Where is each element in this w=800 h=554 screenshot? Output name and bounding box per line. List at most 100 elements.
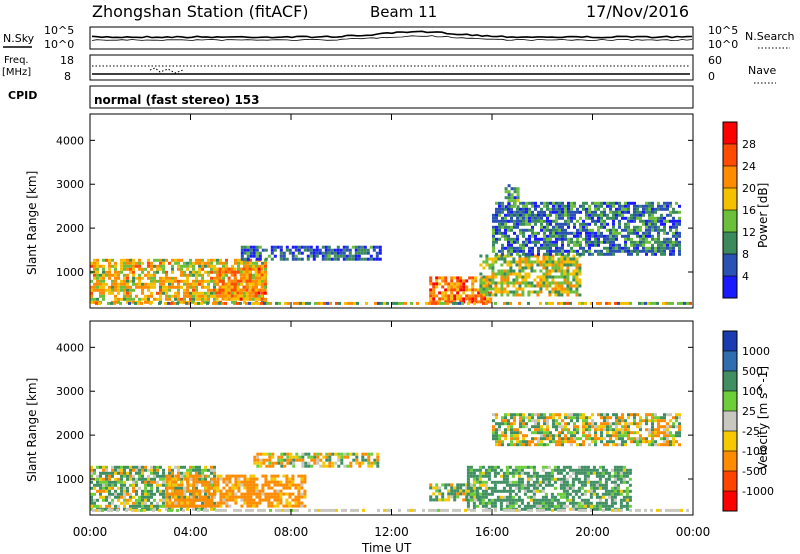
velocity-cell [376, 461, 380, 465]
power-cell [504, 216, 507, 220]
power-cell [503, 275, 507, 279]
velocity-cell [150, 504, 153, 508]
velocity-cell [606, 416, 609, 420]
power-cell [573, 213, 576, 217]
power-cell [147, 258, 150, 262]
power-cell [561, 231, 564, 235]
power-cell [231, 291, 234, 295]
freq-tick-top: 18 [60, 54, 74, 67]
power-cell [180, 270, 183, 274]
power-cell [564, 219, 567, 223]
velocity-cell [114, 483, 117, 487]
power-cell [564, 249, 567, 253]
power-ground-cell [608, 301, 611, 305]
power-cell [111, 288, 114, 292]
power-cell [510, 237, 513, 241]
power-cell [594, 213, 597, 217]
power-cell [252, 267, 255, 271]
velocity-cell [538, 480, 542, 484]
velocity-cell [495, 440, 498, 444]
velocity-cell [675, 413, 678, 417]
velocity-cell [459, 486, 463, 490]
velocity-ground-cell [377, 508, 380, 512]
power-cell [612, 222, 615, 226]
velocity-cell [540, 428, 543, 432]
power-cell [569, 290, 573, 294]
velocity-cell [280, 461, 284, 465]
velocity-cell [565, 504, 569, 508]
power-cell [177, 294, 180, 298]
velocity-cell [111, 465, 114, 469]
velocity-ground-cell [269, 508, 272, 512]
velocity-cell [469, 486, 473, 490]
power-cell [479, 290, 483, 294]
power-cell [509, 266, 513, 270]
power-cell [633, 225, 636, 229]
power-cell [183, 273, 186, 277]
power-cell [213, 291, 216, 295]
power-cell [123, 276, 126, 280]
power-cell [603, 234, 606, 238]
power-cell [654, 210, 657, 214]
power-cell [540, 222, 543, 226]
velocity-cell [648, 419, 651, 423]
power-ground-cell [215, 301, 218, 305]
power-cell [636, 225, 639, 229]
velocity-cell [468, 489, 472, 493]
power-cell [654, 240, 657, 244]
velocity-cell [511, 504, 515, 508]
power-cell [156, 297, 159, 301]
velocity-cell [598, 498, 602, 502]
velocity-cell [493, 489, 497, 493]
velocity-cell [102, 486, 105, 490]
velocity-cell [123, 471, 126, 475]
power-cell [560, 260, 564, 264]
power-cell [189, 261, 192, 265]
velocity-cell [555, 419, 558, 423]
velocity-cell [601, 465, 605, 469]
power-cell [141, 276, 144, 280]
power-cell [93, 276, 96, 280]
power-cell [600, 240, 603, 244]
velocity-cell [501, 416, 504, 420]
power-cell [555, 222, 558, 226]
power-cell [513, 225, 516, 229]
velocity-cell [450, 489, 454, 493]
velocity-cell [201, 477, 204, 481]
power-cell [479, 281, 483, 285]
velocity-cell [516, 434, 519, 438]
velocity-cell [522, 437, 525, 441]
velocity-cell [526, 465, 530, 469]
power-cell [672, 210, 675, 214]
power-cell [504, 246, 507, 250]
power-cell [249, 251, 253, 255]
power-cell [594, 231, 597, 235]
power-cell [578, 281, 582, 285]
power-cell [108, 288, 111, 292]
power-cell [588, 213, 591, 217]
power-cell [510, 207, 513, 211]
power-ground-cell [656, 301, 659, 305]
velocity-cell [528, 440, 531, 444]
power-cell [180, 297, 183, 301]
velocity-cell [325, 452, 329, 456]
velocity-cell [234, 498, 238, 502]
velocity-cell [558, 413, 561, 417]
velocity-cell [595, 486, 599, 490]
power-cell [630, 240, 633, 244]
velocity-cell [285, 483, 289, 487]
velocity-cell [546, 419, 549, 423]
power-cell [549, 234, 552, 238]
power-cell [591, 228, 594, 232]
velocity-cell [186, 468, 189, 472]
power-cell [495, 213, 498, 217]
power-cell [251, 276, 255, 280]
power-cell [485, 254, 489, 258]
velocity-cell [588, 434, 591, 438]
velocity-cell [601, 486, 605, 490]
power-cell [126, 264, 129, 268]
velocity-cell [642, 437, 645, 441]
power-cell [294, 245, 298, 249]
power-cell [516, 187, 520, 191]
power-ground-cell [365, 301, 368, 305]
